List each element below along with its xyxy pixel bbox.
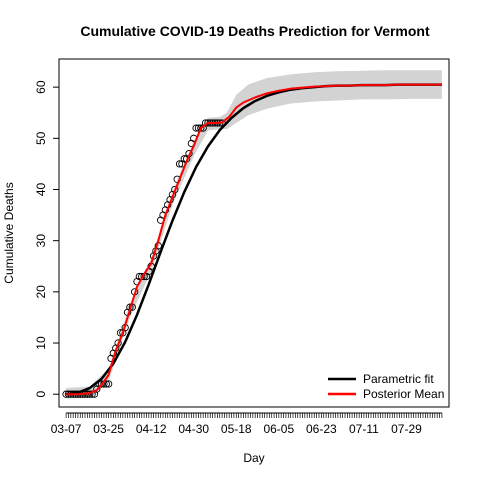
y-tick-label: 50	[34, 131, 48, 145]
plot-area	[62, 70, 442, 399]
parametric-fit-line	[65, 83, 442, 396]
observed-point	[197, 124, 205, 132]
y-axis: 0 10 20 30 40 50 60	[34, 80, 59, 398]
y-tick-label: 10	[34, 336, 48, 350]
x-tick-label: 06-23	[306, 422, 337, 436]
x-axis: 03-07 03-25 04-12 04-30 05-18 06-05 06-23 07-11…	[51, 412, 443, 436]
legend-label-posterior: Posterior Mean	[363, 387, 444, 401]
y-tick-label: 0	[34, 391, 48, 398]
y-tick-label: 20	[34, 285, 48, 299]
x-axis-label: Day	[243, 451, 264, 465]
x-tick-label: 06-05	[263, 422, 294, 436]
x-tick-label: 03-25	[93, 422, 124, 436]
x-tick-label: 07-11	[349, 422, 379, 436]
chart-title: Cumulative COVID-19 Deaths Prediction fo…	[80, 23, 430, 39]
observed-point	[192, 124, 200, 132]
legend: Parametric fit Posterior Mean	[328, 372, 444, 401]
x-tick-label: 07-29	[391, 422, 422, 436]
y-axis-label: Cumulative Deaths	[2, 182, 16, 283]
posterior-mean-line	[66, 83, 442, 396]
x-tick-label: 05-18	[221, 422, 252, 436]
legend-label-parametric: Parametric fit	[363, 372, 434, 386]
observed-point	[175, 160, 184, 168]
x-tick-label: 03-07	[51, 422, 82, 436]
x-tick-label: 04-12	[136, 422, 167, 436]
y-tick-label: 30	[34, 234, 48, 248]
observed-point	[97, 380, 106, 388]
y-tick-label: 40	[34, 183, 48, 197]
x-tick-label: 04-30	[178, 422, 209, 436]
plot-frame	[58, 58, 450, 408]
observed-point	[104, 380, 113, 388]
y-tick-label: 60	[34, 80, 48, 94]
